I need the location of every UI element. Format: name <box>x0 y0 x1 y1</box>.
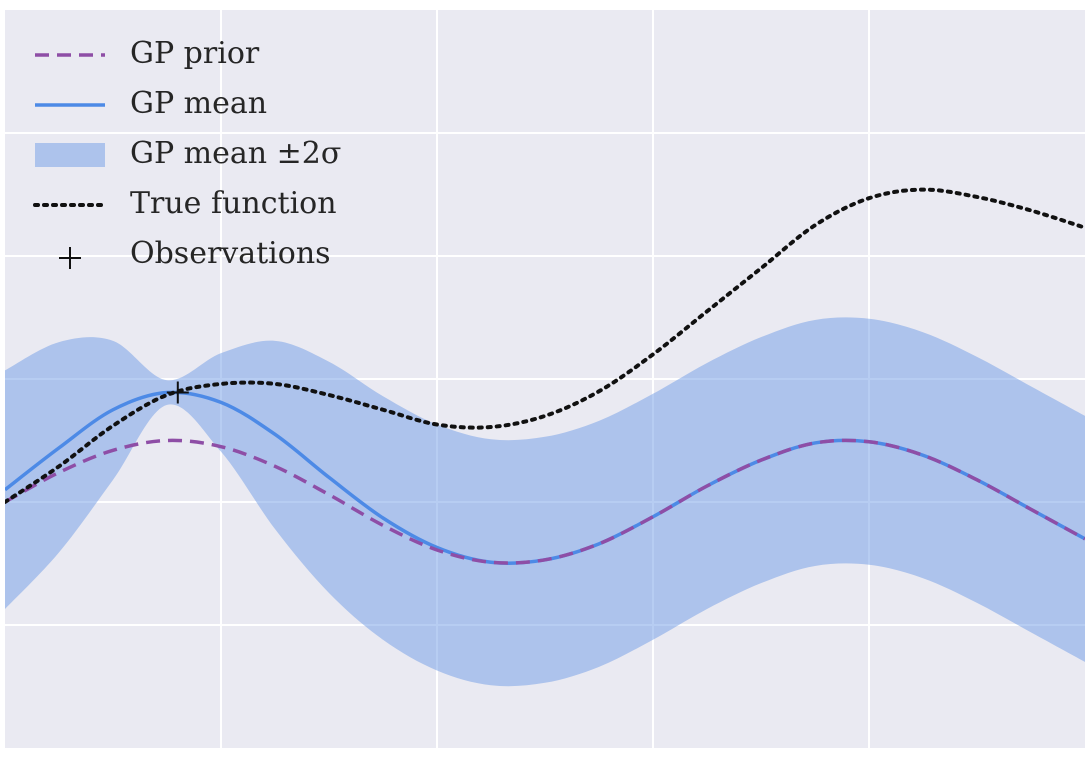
legend-label: Observations <box>130 236 331 271</box>
confidence-band <box>5 317 1085 687</box>
plot-area <box>5 187 1085 687</box>
legend-label: GP prior <box>130 36 260 71</box>
legend-swatch <box>59 247 81 269</box>
legend-label: True function <box>130 186 337 221</box>
legend-label: GP mean <box>130 86 267 121</box>
legend-label: GP mean ±2σ <box>130 136 341 171</box>
line-dashed <box>5 438 1085 565</box>
observation <box>166 381 189 404</box>
legend-swatch <box>35 143 105 167</box>
legend: GP prior GP mean GP mean ±2σ True function O… <box>33 36 341 271</box>
line-dotted <box>5 187 1085 504</box>
